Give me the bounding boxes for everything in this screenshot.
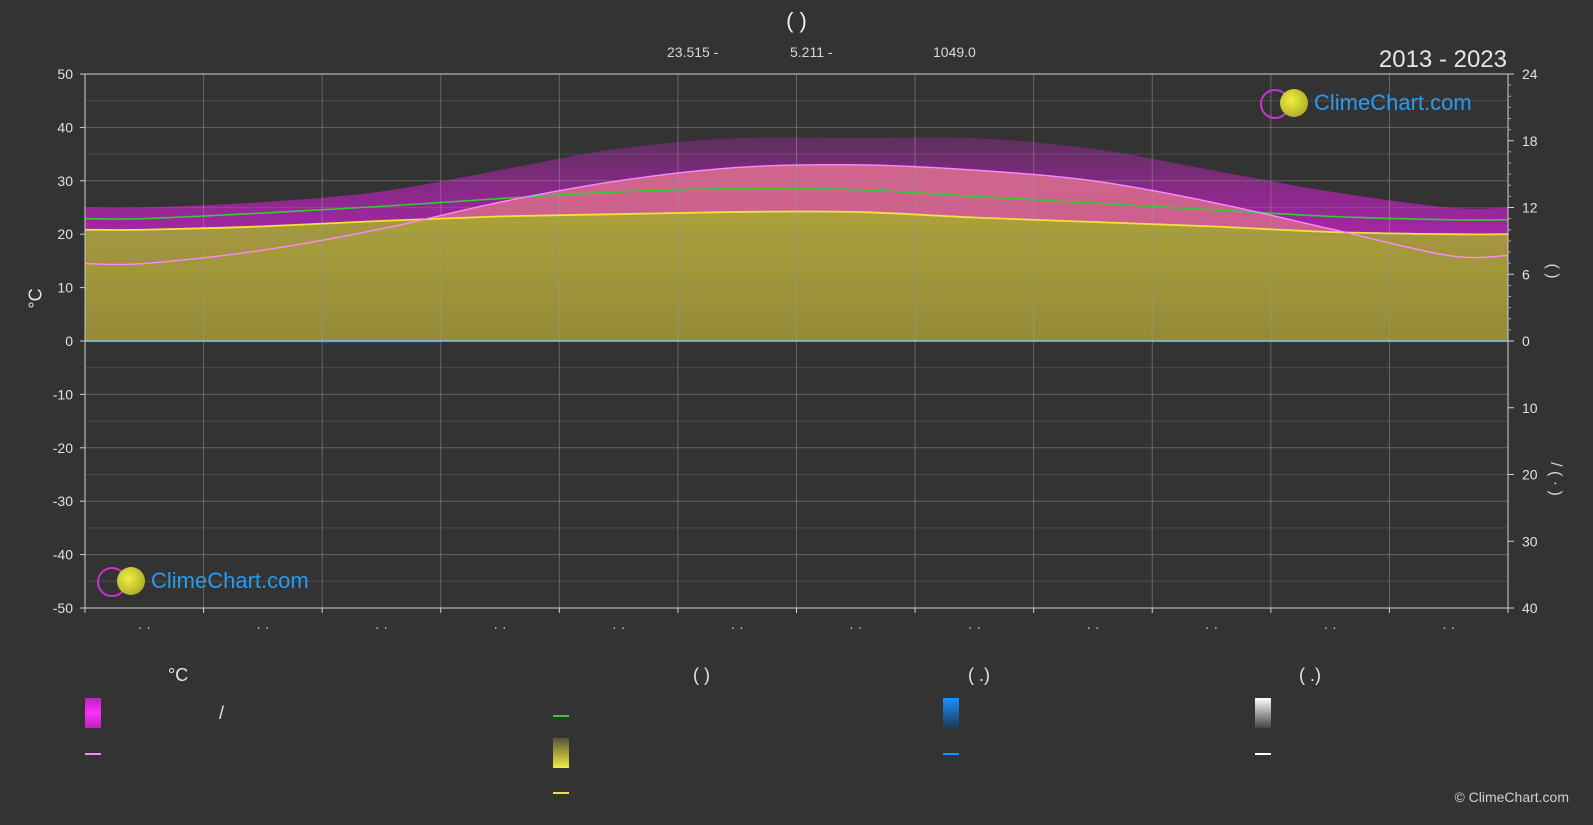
left-tick-label: -10 bbox=[53, 386, 73, 402]
right-tick-label: 20 bbox=[1522, 467, 1538, 483]
right-tick-label: 40 bbox=[1522, 600, 1538, 616]
left-tick-label: 40 bbox=[57, 119, 73, 135]
logo-top-right[interactable]: ClimeChart.com bbox=[1258, 88, 1472, 119]
left-tick-label: -40 bbox=[53, 547, 73, 563]
right-tick-label: 24 bbox=[1522, 66, 1538, 82]
temp-mean-line bbox=[84, 163, 1509, 266]
month-label: · · bbox=[1086, 619, 1099, 635]
legend-slash: / bbox=[219, 703, 225, 723]
legend-line-rain bbox=[943, 753, 959, 755]
right-tick-label: 30 bbox=[1522, 533, 1538, 549]
daylight-line bbox=[84, 187, 1509, 221]
legend-swatch-rain bbox=[943, 698, 959, 728]
left-tick-label: -50 bbox=[53, 600, 73, 616]
stat-value-3: 1049.0 bbox=[933, 44, 976, 60]
legend-line-daylight bbox=[553, 715, 569, 717]
right-tick-label: 10 bbox=[1522, 400, 1538, 416]
left-tick-label: -30 bbox=[53, 493, 73, 509]
left-tick-label: -20 bbox=[53, 440, 73, 456]
legend-head-snow: ( .) bbox=[1299, 665, 1321, 685]
left-tick-label: 20 bbox=[57, 226, 73, 242]
month-label: · · bbox=[1324, 619, 1337, 635]
month-label: · · bbox=[1205, 619, 1218, 635]
logo-bottom-left[interactable]: ClimeChart.com bbox=[95, 566, 309, 597]
month-label: · · bbox=[612, 619, 625, 635]
legend-head-sun: ( ) bbox=[693, 665, 710, 685]
copyright: © ClimeChart.com bbox=[1454, 789, 1569, 805]
legend-head-temperature: °C bbox=[168, 665, 189, 685]
right-tick-label: 18 bbox=[1522, 133, 1538, 149]
right-tick-label: 0 bbox=[1522, 333, 1530, 349]
logo-icon bbox=[1258, 88, 1312, 119]
stat-value-1: 23.515 - bbox=[667, 44, 719, 60]
climate-chart: 50 40 30 20 10 0 -10 -20 -30 -40 -50 24 18 12 6 0 10 20 30… bbox=[53, 66, 1538, 635]
chart-title: ( ) bbox=[786, 8, 807, 33]
month-label: · · bbox=[1442, 619, 1455, 635]
month-label: · · bbox=[731, 619, 744, 635]
logo-icon bbox=[95, 566, 149, 597]
legend-line-mean-max bbox=[85, 753, 101, 755]
legend-line-sunshine bbox=[553, 792, 569, 794]
logo-text: ClimeChart.com bbox=[1314, 90, 1472, 115]
month-label: · · bbox=[138, 619, 151, 635]
sunshine-line bbox=[84, 210, 1509, 236]
month-label: · · bbox=[493, 619, 506, 635]
month-label: · · bbox=[375, 619, 388, 635]
left-tick-label: 0 bbox=[65, 333, 73, 349]
month-label: · · bbox=[256, 619, 269, 635]
legend-swatch-snow bbox=[1255, 698, 1271, 728]
right-axis-label-bottom: / ( · ) bbox=[1547, 462, 1564, 496]
logo-text: ClimeChart.com bbox=[151, 568, 309, 593]
period-range: 2013 - 2023 bbox=[1378, 46, 1507, 73]
month-label: · · bbox=[849, 619, 862, 635]
legend-swatch-sunshine bbox=[553, 738, 569, 768]
left-axis-label: °C bbox=[25, 288, 46, 309]
right-tick-label: 6 bbox=[1522, 266, 1530, 282]
month-label: · · bbox=[968, 619, 981, 635]
legend-head-rain: ( .) bbox=[968, 665, 990, 685]
stat-value-2: 5.211 - bbox=[790, 44, 833, 60]
legend-line-snow bbox=[1255, 753, 1271, 755]
left-tick-label: 10 bbox=[57, 280, 73, 296]
left-tick-label: 50 bbox=[57, 66, 73, 82]
legend-swatch-temp-range bbox=[85, 698, 101, 728]
right-tick-label: 12 bbox=[1522, 200, 1538, 216]
right-axis-label-top: ( ) bbox=[1544, 263, 1561, 279]
precip-bar bbox=[322, 341, 441, 344]
left-tick-label: 30 bbox=[57, 173, 73, 189]
